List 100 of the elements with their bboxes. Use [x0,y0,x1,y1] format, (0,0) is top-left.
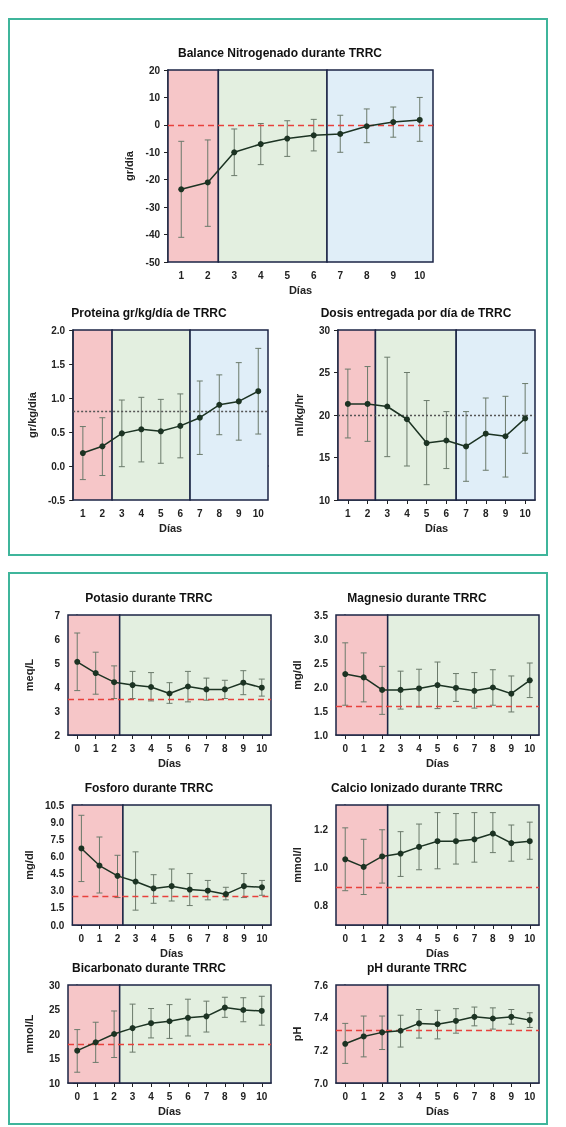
x-tick-label: 7 [471,932,478,944]
x-tick-label: 4 [416,932,423,944]
x-tick-label: 5 [434,1090,441,1102]
x-tick-label: 2 [379,1090,386,1102]
point [240,883,247,890]
y-tick-label: 25 [48,1004,61,1015]
point [177,422,184,429]
point [360,1033,367,1040]
x-tick-label: 8 [222,1090,229,1102]
x-tick-label: 8 [216,507,223,519]
point [423,440,430,447]
x-tick-label: 0 [342,742,349,754]
y-tick-label: 2 [54,729,61,741]
y-tick-label: -10 [145,146,161,158]
point [240,1006,247,1013]
y-tick-label: 7.0 [314,1077,329,1089]
point [78,845,85,852]
point [489,1015,496,1022]
y-tick-label: 10 [318,494,331,506]
x-tick-label: 1 [178,269,185,281]
y-tick-label: -30 [145,201,161,213]
y-tick-label: 4 [54,681,61,693]
y-tick-label: 5 [54,657,61,669]
x-tick-label: 1 [92,1090,99,1102]
point [434,682,441,689]
point [257,141,264,148]
y-tick-label: 25 [318,367,331,378]
x-tick-label: 5 [166,742,173,754]
point [184,1014,191,1021]
x-tick-label: 7 [463,507,470,519]
point [129,682,136,689]
y-tick-label: 15 [318,452,331,463]
y-tick-label: 0.8 [314,900,329,912]
y-tick-label: 1.0 [314,729,329,741]
y-tick-label: 2.0 [314,681,329,693]
y-tick-label: 30 [48,979,61,991]
point [502,433,509,440]
x-tick-label: 3 [132,932,139,944]
y-tick-label: 0.5 [51,426,66,438]
point [390,119,397,126]
x-tick-label: 4 [416,1090,423,1102]
point [203,686,210,693]
x-axis-title: Días [160,947,184,960]
x-tick-label: 2 [364,507,371,519]
point [79,450,86,457]
x-tick-label: 10 [256,1090,268,1102]
y-axis-title: gr/día [122,150,135,181]
chart-title: Balance Nitrogenado durante TRRC [177,46,383,60]
y-tick-label: 6 [54,633,61,645]
y-tick-label: 3.0 [50,885,65,897]
point [526,677,533,684]
y-tick-label: 7.2 [314,1044,329,1056]
x-tick-label: 6 [443,507,450,519]
x-axis-title: Días [425,947,450,960]
point [111,679,118,686]
x-tick-label: 0 [74,1090,81,1102]
point [96,862,103,869]
point [150,885,157,892]
x-tick-label: 10 [524,742,536,754]
x-tick-label: 1 [80,507,87,519]
point [337,130,344,137]
x-tick-label: 9 [502,507,509,519]
point [231,149,238,156]
x-axis-title: Días [425,1105,450,1118]
x-tick-label: 3 [119,507,126,519]
x-axis-title: Días [288,284,313,297]
y-tick-label: 1.0 [314,862,329,874]
x-tick-label: 9 [235,507,242,519]
point [508,690,515,697]
x-tick-label: 10 [252,507,265,519]
point [129,1025,136,1032]
point [452,684,459,691]
y-tick-label: 1.5 [51,358,66,370]
x-tick-label: 3 [397,932,404,944]
point [403,416,410,423]
x-tick-label: 10 [524,932,536,944]
point [364,400,371,407]
point [526,1017,533,1024]
point [240,679,247,686]
x-tick-label: 8 [490,742,497,754]
point [92,1039,99,1046]
point [258,684,265,691]
x-tick-label: 2 [204,269,211,281]
y-tick-label: 7 [54,609,61,621]
point [221,686,228,693]
point [363,123,370,130]
x-axis-title: Días [425,757,450,770]
y-tick-label: 20 [318,409,331,421]
x-tick-label: 8 [482,507,489,519]
point [132,878,139,885]
x-tick-label: 7 [203,742,210,754]
point [342,1040,349,1047]
y-tick-label: 3.5 [314,609,329,621]
x-tick-label: 6 [177,507,184,519]
point [204,179,211,186]
x-tick-label: 10 [414,269,426,281]
chart-title: Fosforo durante TRRC [84,781,214,795]
x-tick-label: 4 [416,742,423,754]
y-tick-label: -40 [145,229,161,241]
point [74,658,81,665]
